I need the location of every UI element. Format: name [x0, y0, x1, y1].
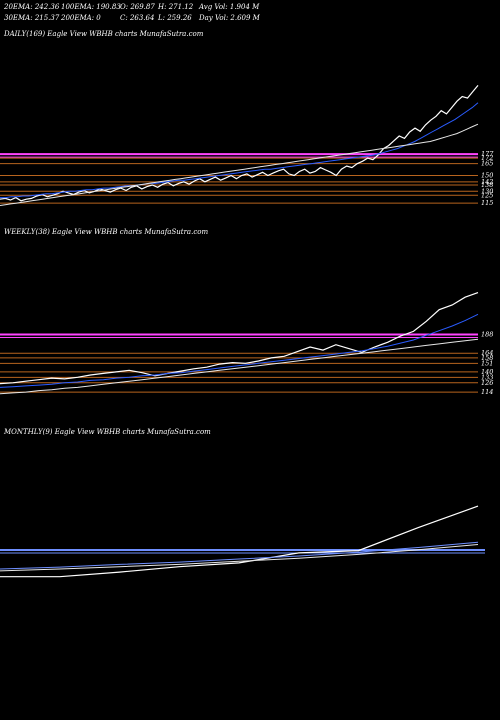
- price-level-label: 125: [481, 191, 493, 199]
- price-level-label: 142: [481, 178, 493, 186]
- price-level-label: 151: [481, 359, 493, 367]
- header-close: C: 263.64: [120, 14, 155, 22]
- price-level-label: 158: [481, 354, 493, 362]
- price-level-label: 130: [481, 187, 493, 195]
- series-line-2: [0, 123, 479, 206]
- series-line-2: [0, 544, 479, 572]
- price-level-label: 114: [481, 388, 493, 396]
- series-line-1: [0, 541, 479, 570]
- header-avg-vol: Avg Vol: 1.904 M: [199, 3, 260, 11]
- monthly-chart: [0, 505, 485, 578]
- series-line-1: [0, 313, 479, 388]
- series-line-0: [0, 85, 479, 202]
- header-30ema: 30EMA: 215.37: [4, 14, 60, 22]
- header-100ema: 100EMA: 190.83: [61, 3, 121, 11]
- header-open: O: 269.87: [120, 3, 155, 11]
- price-level-label: 133: [481, 373, 493, 381]
- daily-panel-title: DAILY(169) Eagle View WBHB charts Munafa…: [4, 30, 204, 38]
- price-level-label: 150: [481, 172, 493, 180]
- price-level-label: 164: [481, 349, 493, 357]
- series-line-0: [0, 292, 479, 385]
- price-level-label: 188: [481, 331, 493, 339]
- header-low: L: 259.26: [158, 14, 192, 22]
- weekly-panel-title: WEEKLY(38) Eagle View WBHB charts Munafa…: [4, 228, 209, 236]
- price-level-label: 172: [481, 154, 493, 162]
- series-line-1: [0, 102, 479, 199]
- price-level-label: 140: [481, 368, 493, 376]
- header-high: H: 271.12: [158, 3, 194, 11]
- header-20ema: 20EMA: 242.36: [4, 3, 60, 11]
- series-line-2: [0, 338, 479, 395]
- price-level-label: 177: [481, 150, 494, 158]
- header-200ema: 200EMA: 0: [61, 14, 101, 22]
- price-level-label: 115: [481, 199, 493, 207]
- monthly-panel-title: MONTHLY(9) Eagle View WBHB charts Munafa…: [4, 428, 211, 436]
- series-line-0: [0, 505, 479, 578]
- price-level-label: 138: [481, 181, 493, 189]
- price-level-label: 165: [481, 160, 493, 168]
- header-day-vol: Day Vol: 2.609 M: [199, 14, 260, 22]
- price-level-label: 126: [481, 379, 493, 387]
